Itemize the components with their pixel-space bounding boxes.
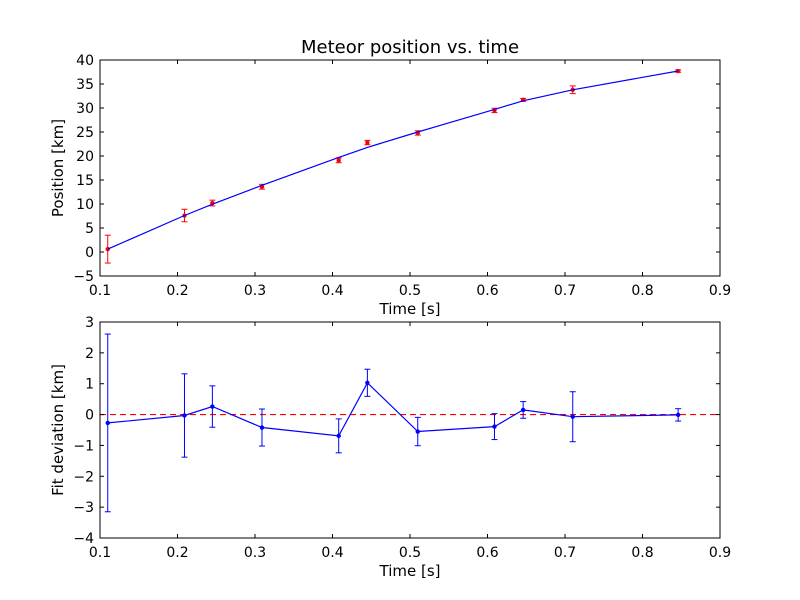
- y-tick-label: 1: [85, 377, 94, 393]
- y-tick-label: 30: [76, 101, 94, 117]
- data-point: [570, 414, 575, 419]
- x-tick-label: 0.2: [166, 283, 188, 299]
- x-tick-label: 0.1: [89, 545, 111, 561]
- data-point: [259, 425, 265, 430]
- y-tick-label: 2: [85, 346, 94, 362]
- deviation-plot-ticks: 0.1 0.2 0.3 0.4 0.5 0.6 0.7 0.8 0.9 −4 −3 −2 −1 0 1 2 3: [73, 315, 731, 561]
- data-point: [336, 158, 341, 163]
- position-x-axis-label: Time [s]: [379, 300, 441, 318]
- deviation-y-axis-label: Fit deviation [km]: [49, 364, 67, 496]
- data-point: [182, 413, 187, 418]
- position-plot: Meteor position vs. time 0.1 0.2 0.3 0.4 0.5…: [49, 37, 731, 318]
- x-tick-label: 0.8: [631, 545, 653, 561]
- x-tick-label: 0.7: [554, 283, 576, 299]
- y-tick-label: 3: [85, 315, 94, 331]
- y-tick-label: 40: [76, 53, 94, 69]
- y-tick-label: 20: [76, 149, 94, 165]
- position-plot-area: [104, 68, 682, 264]
- position-plot-ticks: 0.1 0.2 0.3 0.4 0.5 0.6 0.7 0.8 0.9 −5 0 5 10 15 20 25 3…: [73, 53, 731, 299]
- deviation-plot-area: [100, 333, 720, 513]
- data-point: [520, 407, 526, 413]
- y-tick-label: −2: [73, 469, 94, 485]
- deviation-plot: 0.1 0.2 0.3 0.4 0.5 0.6 0.7 0.8 0.9−4−3−2−10123 …: [49, 315, 731, 580]
- x-tick-label: 0.8: [631, 283, 653, 299]
- x-tick-label: 0.9: [709, 283, 731, 299]
- y-tick-label: −4: [73, 531, 94, 547]
- x-tick-label: 0.3: [244, 283, 266, 299]
- data-point: [105, 246, 110, 252]
- data-point: [210, 404, 215, 409]
- data-point: [365, 380, 370, 385]
- x-tick-label: 0.5: [399, 545, 421, 561]
- y-tick-label: 15: [76, 173, 94, 189]
- x-tick-label: 0.2: [166, 545, 188, 561]
- x-tick-label: 0.1: [89, 283, 111, 299]
- x-tick-label: 0.4: [321, 283, 343, 299]
- x-tick-label: 0.6: [476, 283, 498, 299]
- data-point: [675, 68, 681, 74]
- x-tick-label: 0.7: [554, 545, 576, 561]
- y-tick-label: 0: [85, 408, 94, 424]
- x-tick-label: 0.3: [244, 545, 266, 561]
- data-point: [675, 412, 681, 418]
- data-point: [336, 433, 341, 439]
- data-point: [105, 420, 110, 426]
- position-y-axis-label: Position [km]: [49, 119, 67, 217]
- chart-title: Meteor position vs. time: [301, 37, 519, 58]
- data-point: [415, 429, 420, 434]
- x-tick-label: 0.4: [321, 545, 343, 561]
- x-tick-label: 0.6: [476, 545, 498, 561]
- y-tick-label: 0: [85, 245, 94, 261]
- y-tick-label: 25: [76, 125, 94, 141]
- data-point: [492, 424, 497, 429]
- y-tick-label: 35: [76, 77, 94, 93]
- y-tick-label: 5: [85, 221, 94, 237]
- y-tick-label: −1: [73, 438, 94, 454]
- deviation-x-axis-label: Time [s]: [379, 562, 441, 580]
- data-point: [365, 140, 370, 145]
- y-tick-label: 10: [76, 197, 94, 213]
- x-tick-label: 0.9: [709, 545, 731, 561]
- x-tick-label: 0.5: [399, 283, 421, 299]
- y-tick-label: −5: [73, 269, 94, 285]
- fit-line: [107, 70, 679, 250]
- y-tick-label: −3: [73, 500, 94, 516]
